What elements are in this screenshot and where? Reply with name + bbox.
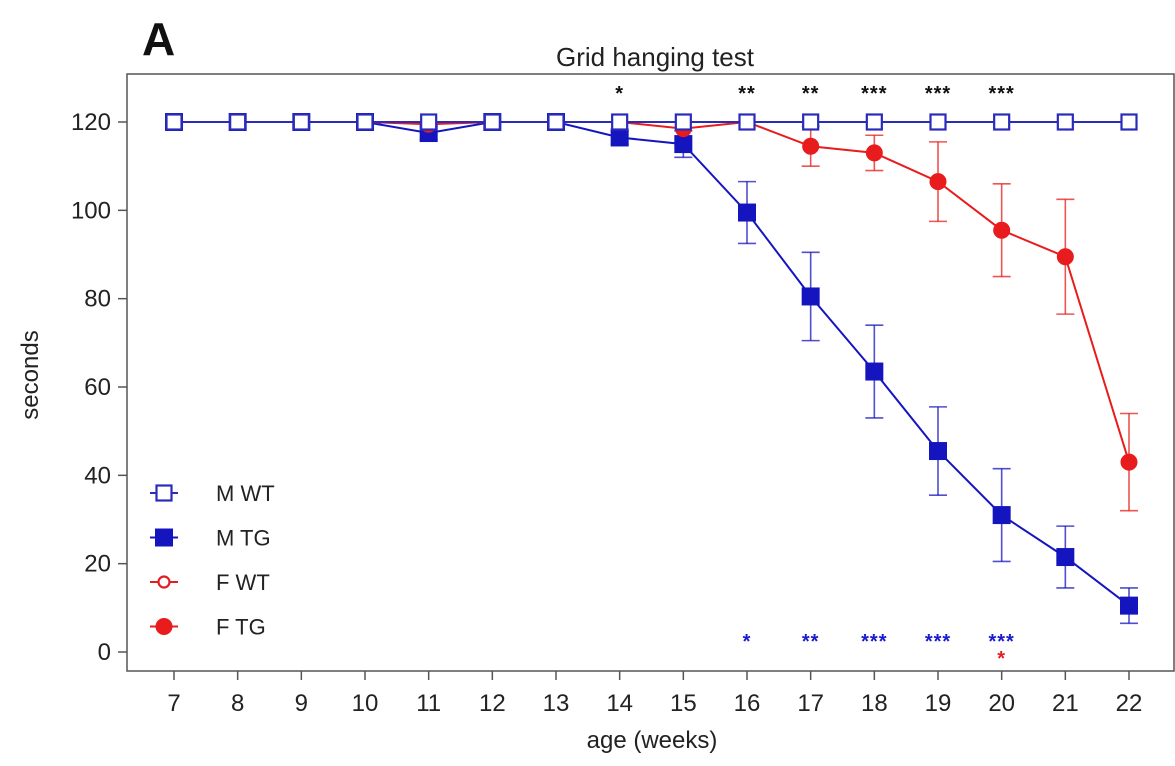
data-point <box>865 113 883 131</box>
data-point <box>738 203 756 222</box>
x-tick-label: 11 <box>416 690 441 717</box>
x-axis-label: age (weeks) <box>587 727 718 754</box>
x-tick-label: 10 <box>352 690 379 717</box>
data-point <box>1120 596 1138 615</box>
data-point <box>547 113 565 131</box>
data-point <box>802 113 820 131</box>
legend-marker <box>157 575 171 589</box>
significance-label: ** <box>802 83 820 105</box>
data-point <box>1056 248 1074 266</box>
series-line <box>174 120 1130 463</box>
data-point <box>865 144 883 162</box>
significance-label: * <box>997 648 1006 670</box>
significance-label: *** <box>925 631 951 653</box>
data-point <box>1120 113 1138 131</box>
data-point <box>611 113 629 131</box>
y-tick-label: 20 <box>84 551 111 578</box>
x-tick-label: 18 <box>861 690 888 717</box>
x-tick-label: 13 <box>543 690 570 717</box>
y-tick-label: 60 <box>84 374 111 401</box>
legend-label: M TG <box>216 526 271 551</box>
significance-annotations: * ** ** *** *** **** ** *** *** **** <box>615 83 1014 670</box>
chart-title: Grid hanging test <box>556 42 755 72</box>
significance-label: *** <box>861 83 887 105</box>
axis-ticks: 7 8 9 10 11 12 13 14 15 16 17 18 19 20 21 22 0 20 40 60 80 10… <box>71 109 1142 717</box>
data-point <box>610 128 629 147</box>
data-point <box>802 137 820 155</box>
data-point <box>229 113 247 131</box>
data-point <box>165 113 183 131</box>
data-point <box>674 113 692 131</box>
legend-label: F TG <box>216 615 266 640</box>
x-tick-label: 12 <box>479 690 506 717</box>
legend-marker <box>155 618 173 635</box>
x-tick-label: 8 <box>231 690 244 717</box>
data-point <box>993 221 1011 239</box>
x-tick-label: 22 <box>1116 690 1143 717</box>
x-tick-label: 7 <box>167 690 180 717</box>
data-point <box>993 113 1011 131</box>
significance-label: ** <box>802 631 820 653</box>
y-tick-label: 100 <box>71 197 111 224</box>
x-tick-label: 21 <box>1052 690 1079 717</box>
legend-label: M WT <box>216 481 275 506</box>
data-point <box>929 113 947 131</box>
y-tick-label: 40 <box>84 462 111 489</box>
data-point <box>292 113 310 131</box>
y-tick-label: 80 <box>84 286 111 313</box>
series-line <box>174 121 1130 607</box>
x-tick-label: 17 <box>797 690 824 717</box>
data-point <box>865 362 884 381</box>
x-tick-label: 20 <box>988 690 1015 717</box>
data-point <box>674 135 693 154</box>
data-point <box>420 113 438 131</box>
panel-label: A <box>142 13 175 65</box>
significance-label: * <box>743 631 752 653</box>
y-tick-label: 120 <box>71 109 111 136</box>
series-lines <box>174 120 1130 607</box>
data-point <box>738 113 756 131</box>
x-tick-label: 16 <box>734 690 761 717</box>
error-bars <box>419 125 1138 625</box>
significance-label: *** <box>925 83 951 105</box>
data-point <box>1120 453 1138 471</box>
y-tick-label: 0 <box>98 639 111 666</box>
significance-label: ** <box>738 83 756 105</box>
significance-label: * <box>615 83 624 105</box>
data-point <box>929 442 947 461</box>
data-point <box>801 287 820 306</box>
significance-label: *** <box>861 631 887 653</box>
x-tick-label: 9 <box>295 690 308 717</box>
significance-label: *** <box>988 83 1014 105</box>
data-point <box>1056 113 1074 131</box>
x-tick-label: 19 <box>925 690 952 717</box>
data-point <box>356 113 374 131</box>
legend-marker <box>155 528 173 547</box>
data-point <box>1056 548 1075 567</box>
y-axis-label: seconds <box>17 330 44 419</box>
data-point <box>992 506 1011 525</box>
legend-marker <box>155 484 173 502</box>
plot-frame <box>126 73 1175 672</box>
x-tick-label: 14 <box>606 690 633 717</box>
data-point <box>929 173 947 191</box>
legend: M WT M TG F WT F TG <box>150 481 275 640</box>
x-tick-label: 15 <box>670 690 697 717</box>
legend-label: F WT <box>216 570 270 595</box>
data-point <box>483 113 501 131</box>
series-markers <box>165 113 1138 615</box>
significance-label: *** <box>988 631 1014 653</box>
